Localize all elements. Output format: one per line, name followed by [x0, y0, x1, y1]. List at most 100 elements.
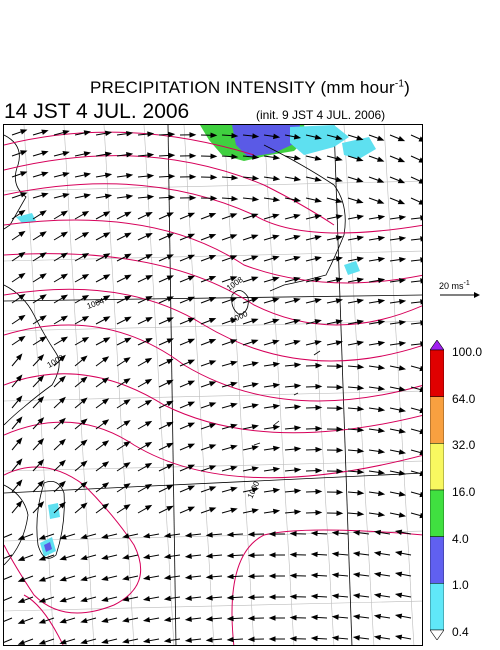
title-close: ) — [404, 78, 411, 97]
wind-arrow-head — [357, 406, 365, 412]
colorbar-level-label: 32.0 — [452, 438, 476, 453]
isobar-line — [4, 155, 335, 226]
wind-arrow-head — [104, 151, 113, 158]
wind-arrow-head — [210, 132, 218, 138]
wind-arrow-head — [252, 196, 260, 202]
wind-arrow-head — [187, 359, 196, 365]
wind-arrow-head — [315, 362, 323, 369]
wind-arrow-head — [209, 423, 217, 429]
wind-arrow-head — [187, 485, 196, 491]
wind-arrow-head — [124, 232, 132, 239]
wind-arrow-head — [166, 421, 174, 428]
wind-arrow-head — [293, 339, 301, 346]
wind-arrow-head — [80, 460, 88, 468]
wind-arrow-head — [124, 211, 132, 218]
parallel-line — [4, 390, 422, 402]
wind-arrow-head — [356, 177, 364, 183]
wind-arrow-head — [247, 636, 255, 643]
wind-arrow-head — [397, 178, 406, 184]
wind-arrow-head — [373, 529, 382, 536]
wind-arrow-head — [15, 395, 23, 403]
wind-arrow-head — [336, 405, 344, 411]
valid-time: 14 JST 4 JUL. 2006 — [4, 100, 190, 123]
wind-arrow-head — [418, 157, 422, 163]
wind-arrow-head — [102, 419, 110, 426]
wind-arrow-head — [122, 575, 130, 581]
wind-arrow-head — [352, 593, 360, 599]
wind-arrow-head — [166, 254, 174, 260]
wind-arrow-head — [81, 210, 90, 217]
wind-arrow-head — [356, 256, 365, 262]
wind-arrow-head — [251, 508, 259, 514]
wind-arrow-head — [187, 443, 196, 449]
wind-arrow-head — [310, 551, 318, 558]
wind-arrow-head — [251, 382, 259, 388]
wind-arrow-head — [126, 152, 134, 158]
wind-arrow-head — [144, 504, 153, 511]
wind-arrow-head — [38, 639, 46, 645]
wind-arrow-head — [15, 416, 23, 424]
wind-arrow-head — [81, 315, 90, 322]
wind-arrow-head — [331, 635, 339, 641]
wind-arrow-head — [335, 176, 343, 183]
wind-arrow-head — [251, 466, 259, 472]
colorbar-segment — [430, 489, 444, 537]
wind-arrow-head — [81, 336, 90, 343]
wind-arrow-head — [230, 234, 238, 240]
wind-arrow-head — [251, 361, 259, 367]
wind-arrow-head — [17, 618, 26, 624]
wind-arrow-head — [103, 295, 111, 301]
wind-arrow-head — [293, 176, 302, 182]
wind-arrow-head — [251, 445, 259, 451]
wind-arrow-head — [20, 129, 28, 135]
coast-korea-china — [4, 134, 27, 230]
wind-arrow-head — [352, 551, 360, 557]
wind-arrow-head — [336, 384, 344, 390]
wind-arrow-head — [104, 172, 113, 179]
wind-arrow-head — [41, 150, 49, 156]
wind-arrow-head — [377, 277, 386, 284]
wind-arrow-head — [101, 596, 109, 602]
wind-arrow-head — [102, 398, 110, 405]
wind-arrow-head — [59, 417, 66, 425]
wind-arrow-head — [166, 505, 174, 512]
wind-arrow-head — [336, 468, 344, 474]
wind-arrow-head — [142, 595, 151, 602]
wind-arrow-head — [168, 152, 176, 159]
wind-arrow-head — [252, 133, 260, 139]
wind-arrow-head — [352, 572, 360, 578]
wind-arrow-head — [289, 530, 297, 537]
wind-arrow-head — [205, 574, 213, 580]
wind-arrow-head — [102, 482, 110, 489]
wind-arrow-head — [377, 319, 386, 326]
isobar-label: 1004 — [86, 296, 106, 311]
wind-arrow-head — [166, 233, 174, 239]
wind-arrow-head — [251, 424, 259, 430]
wind-arrow-head — [184, 532, 192, 538]
wind-arrow-head — [268, 552, 276, 558]
wind-arrow-head — [419, 428, 422, 435]
wind-arrow-head — [378, 511, 386, 518]
wind-arrow-head — [184, 574, 192, 580]
wind-arrow-head — [210, 195, 218, 201]
colorbar-segment — [430, 443, 444, 491]
colorbar-bottom-triangle — [430, 629, 444, 640]
wind-arrow-head — [293, 297, 301, 304]
wind-arrow-head — [59, 501, 66, 509]
wind-arrow-head — [419, 365, 422, 372]
wind-arrow-head — [357, 385, 365, 391]
wind-arrow-head — [335, 277, 343, 283]
wind-arrow-head — [356, 277, 365, 283]
wind-arrow-head — [356, 135, 364, 141]
wind-arrow-head — [123, 420, 131, 427]
wind-arrow-head — [293, 213, 301, 220]
wind-arrow-head — [41, 171, 49, 177]
wind-arrow-head — [378, 427, 386, 434]
wind-arrow-head — [251, 234, 259, 240]
wind-arrow-head — [226, 636, 234, 643]
wind-arrow-head — [289, 551, 297, 558]
colorbar-level-label: 16.0 — [452, 485, 476, 499]
isobar-line — [23, 594, 64, 645]
wind-arrow-head — [62, 171, 70, 178]
wind-arrow-head — [331, 614, 339, 620]
